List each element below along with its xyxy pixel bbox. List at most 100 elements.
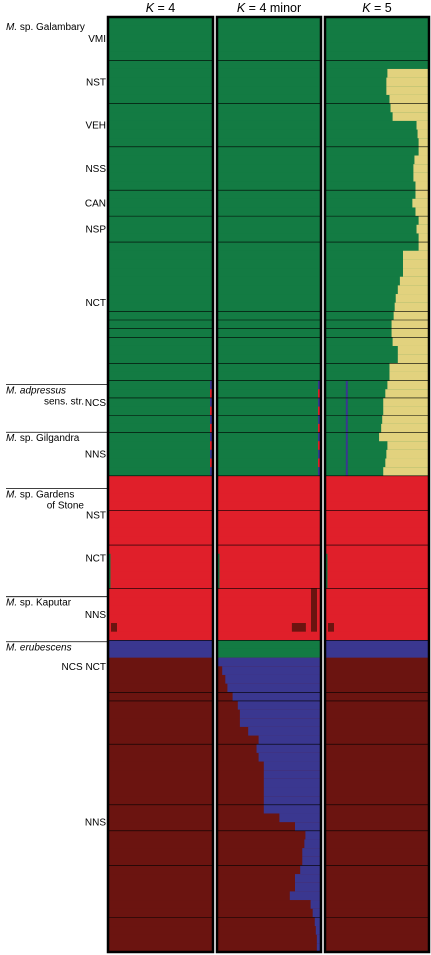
individual-bar xyxy=(325,276,429,286)
individual-bar xyxy=(108,545,213,555)
admixture-segment xyxy=(383,467,429,477)
individual-bar xyxy=(325,770,429,780)
individual-bar xyxy=(217,51,321,61)
individual-bar xyxy=(108,761,213,771)
individual-bar xyxy=(108,397,213,408)
admixture-segment xyxy=(117,623,124,632)
individual-bar xyxy=(108,233,213,243)
site-label: NNS xyxy=(85,818,106,829)
admixture-segment xyxy=(210,432,213,442)
individual-bar xyxy=(217,536,321,546)
individual-bar xyxy=(108,268,213,278)
individual-bar xyxy=(325,908,429,918)
structure-panels xyxy=(106,15,431,954)
individual-bar xyxy=(217,371,321,382)
admixture-segment xyxy=(345,467,348,477)
admixture-segment xyxy=(302,848,321,858)
individual-bar xyxy=(108,527,213,538)
admixture-segment xyxy=(302,856,321,867)
individual-bar xyxy=(217,605,321,615)
individual-bar xyxy=(108,804,213,815)
admixture-segment xyxy=(383,406,429,416)
individual-bar xyxy=(108,718,213,728)
admixture-segment xyxy=(397,354,429,364)
individual-bar xyxy=(325,726,429,737)
individual-bar xyxy=(325,112,429,122)
species-label: M. erubescens xyxy=(6,643,72,654)
individual-bar xyxy=(325,674,429,685)
species-label-part: sp. Kaputar xyxy=(17,598,72,609)
individual-bar xyxy=(217,527,321,538)
admixture-segment xyxy=(258,735,321,745)
individual-bar xyxy=(325,198,429,209)
individual-bar xyxy=(217,129,321,139)
individual-bar xyxy=(217,501,321,512)
individual-bar xyxy=(325,718,429,728)
admixture-segment xyxy=(416,224,429,235)
admixture-segment xyxy=(263,778,321,789)
individual-bar xyxy=(217,813,321,823)
individual-bar xyxy=(108,138,213,148)
admixture-segment xyxy=(312,908,321,918)
individual-bar xyxy=(325,822,429,832)
admixture-segment xyxy=(416,120,429,131)
admixture-segment xyxy=(345,397,348,408)
admixture-segment xyxy=(389,363,429,373)
admixture-segment xyxy=(391,320,429,330)
individual-bar xyxy=(325,363,429,373)
admixture-segment xyxy=(379,432,429,442)
individual-bar xyxy=(108,155,213,165)
individual-bar xyxy=(325,25,429,35)
individual-bar xyxy=(108,129,213,139)
individual-bar xyxy=(108,813,213,823)
site-label: NNS xyxy=(85,610,106,621)
admixture-segment xyxy=(256,744,321,754)
admixture-segment xyxy=(418,146,429,157)
individual-bar xyxy=(325,804,429,815)
individual-bar xyxy=(325,813,429,823)
individual-bar xyxy=(108,51,213,61)
individual-bar xyxy=(325,839,429,849)
individual-bar xyxy=(108,475,213,486)
admixture-segment xyxy=(210,423,213,434)
admixture-segment xyxy=(418,242,429,252)
individual-bar xyxy=(325,242,429,252)
species-label-part: M. xyxy=(6,489,17,500)
individual-bar xyxy=(325,172,429,183)
individual-bar xyxy=(217,406,321,416)
admixture-segment xyxy=(389,94,429,105)
admixture-segment xyxy=(222,666,321,676)
species-label: M. adpressus xyxy=(6,386,66,397)
individual-bar xyxy=(325,17,429,27)
individual-bar xyxy=(325,882,429,892)
individual-bar xyxy=(217,17,321,27)
individual-bar xyxy=(108,77,213,87)
admixture-segment xyxy=(345,423,348,434)
individual-bar xyxy=(108,484,213,494)
individual-bar xyxy=(217,614,321,624)
individual-bar xyxy=(217,874,321,884)
individual-bar xyxy=(217,155,321,165)
individual-bar xyxy=(217,934,321,944)
individual-bar xyxy=(108,164,213,174)
individual-bar xyxy=(217,900,321,910)
admixture-segment xyxy=(295,822,321,832)
individual-bar xyxy=(108,389,213,399)
individual-bar xyxy=(325,605,429,615)
admixture-segment xyxy=(397,345,429,356)
admixture-segment xyxy=(413,172,429,183)
individual-bar xyxy=(108,302,213,312)
individual-bar xyxy=(325,752,429,763)
species-label-part: sp. Gardens xyxy=(17,489,74,500)
individual-bar xyxy=(108,752,213,763)
k-symbol: K xyxy=(146,1,155,15)
individual-bar xyxy=(108,692,213,702)
site-label: CAN xyxy=(85,199,106,210)
site-label: NCT xyxy=(85,298,106,309)
individual-bar xyxy=(325,648,429,659)
individual-bar xyxy=(217,423,321,434)
individual-bar xyxy=(217,432,321,442)
admixture-segment xyxy=(263,804,321,815)
structure-panel-2 xyxy=(215,15,323,954)
individual-bar xyxy=(108,874,213,884)
